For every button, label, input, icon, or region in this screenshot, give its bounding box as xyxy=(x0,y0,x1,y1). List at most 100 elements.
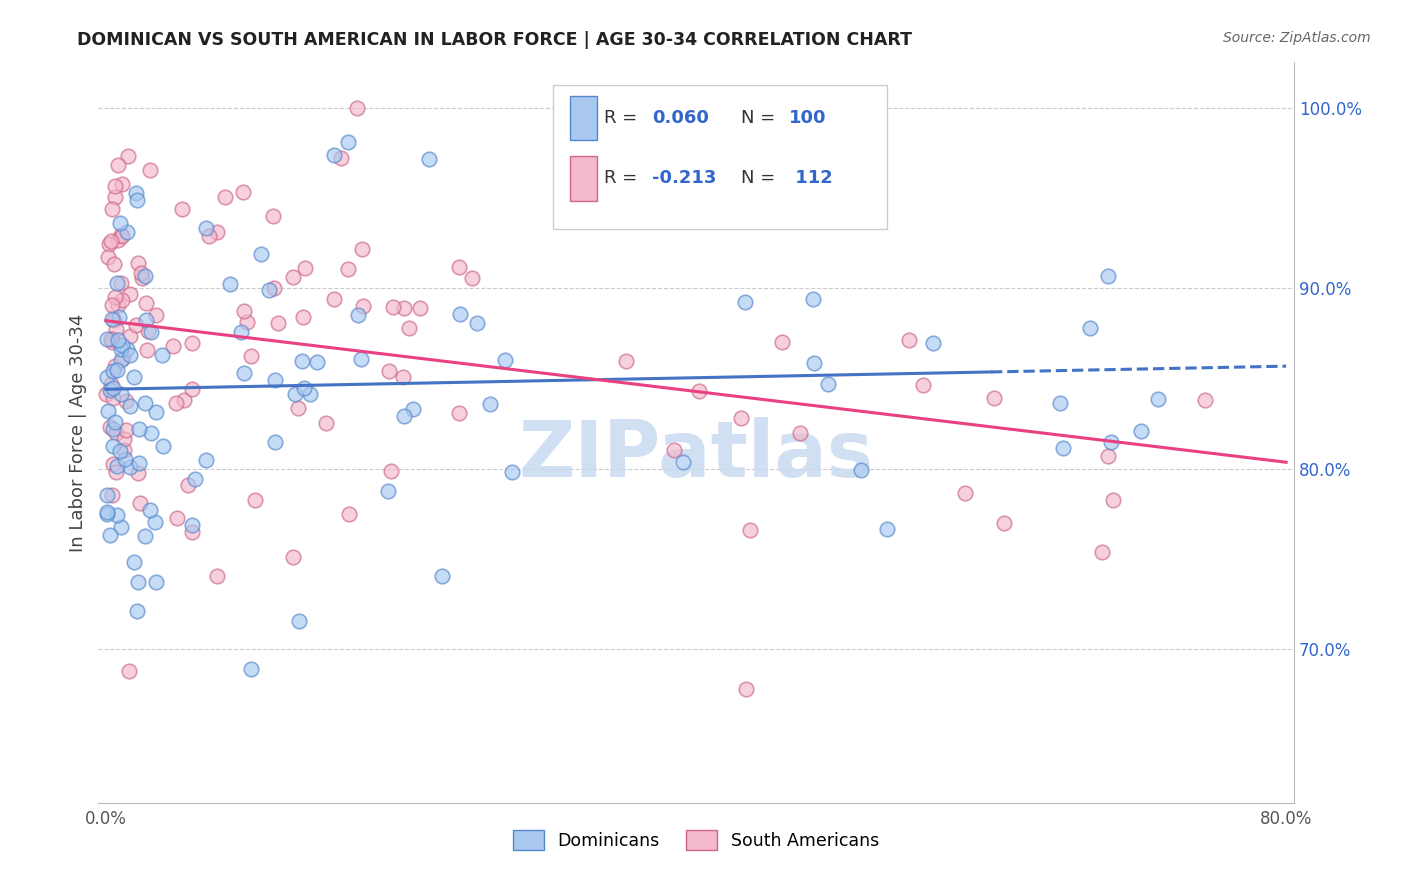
Point xyxy=(98,383,121,397)
Point xyxy=(139,163,162,178)
Point xyxy=(283,386,305,401)
Point xyxy=(145,574,167,589)
Point xyxy=(100,332,122,346)
Point xyxy=(110,228,132,243)
Point xyxy=(430,569,453,583)
Point xyxy=(103,312,125,326)
Point xyxy=(170,202,193,217)
Point xyxy=(479,397,502,411)
Point xyxy=(152,439,174,453)
Point xyxy=(128,496,150,510)
Point xyxy=(983,391,1005,405)
Point xyxy=(194,221,217,235)
Point xyxy=(128,422,150,436)
Point xyxy=(181,382,204,396)
Point xyxy=(111,178,134,192)
Point xyxy=(135,296,157,310)
Point xyxy=(377,364,399,378)
Point xyxy=(347,308,370,322)
Point xyxy=(98,528,121,542)
Y-axis label: In Labor Force | Age 30-34: In Labor Force | Age 30-34 xyxy=(69,313,87,552)
Point xyxy=(105,459,128,474)
Point xyxy=(1091,545,1114,559)
Point xyxy=(262,209,284,223)
Point xyxy=(329,151,352,165)
Point xyxy=(394,301,416,315)
Point xyxy=(1194,393,1216,408)
Point xyxy=(134,528,156,542)
Point xyxy=(288,614,311,628)
Point xyxy=(214,190,236,204)
Point xyxy=(409,301,432,316)
Point xyxy=(953,485,976,500)
Text: N =: N = xyxy=(741,109,782,128)
FancyBboxPatch shape xyxy=(571,156,596,201)
Point xyxy=(789,425,811,440)
Point xyxy=(614,354,637,368)
Point xyxy=(118,399,141,413)
Point xyxy=(115,423,138,437)
Point xyxy=(108,216,131,230)
Point xyxy=(118,328,141,343)
Point xyxy=(103,363,125,377)
Point xyxy=(110,342,132,356)
Point xyxy=(380,464,402,478)
Point xyxy=(100,234,122,248)
Point xyxy=(94,387,117,401)
Point xyxy=(664,443,686,458)
Point xyxy=(449,307,471,321)
Point xyxy=(734,295,756,310)
Point xyxy=(381,300,404,314)
Point xyxy=(287,401,309,416)
Point xyxy=(501,465,523,479)
Point xyxy=(103,257,125,271)
Point xyxy=(105,508,128,522)
Point xyxy=(229,326,252,340)
Point xyxy=(337,135,360,149)
FancyBboxPatch shape xyxy=(571,96,596,140)
Point xyxy=(250,247,273,261)
Point xyxy=(292,381,315,395)
Point xyxy=(1130,424,1153,438)
Point xyxy=(105,276,128,290)
Point xyxy=(104,178,127,193)
Point xyxy=(494,353,516,368)
Point xyxy=(294,261,316,276)
Point xyxy=(912,378,935,392)
Point xyxy=(97,250,120,264)
Point xyxy=(207,569,229,583)
Point xyxy=(111,338,134,352)
Point xyxy=(315,417,337,431)
Point xyxy=(402,401,425,416)
Point xyxy=(283,269,305,284)
Point xyxy=(323,147,346,161)
Legend: Dominicans, South Americans: Dominicans, South Americans xyxy=(506,823,886,857)
Point xyxy=(688,384,710,399)
Point xyxy=(352,299,374,313)
Point xyxy=(922,336,945,351)
Point xyxy=(1049,396,1071,410)
Point xyxy=(125,186,148,201)
Point xyxy=(104,290,127,304)
Point xyxy=(173,392,195,407)
Point xyxy=(127,605,149,619)
Point xyxy=(243,492,266,507)
Text: R =: R = xyxy=(605,109,643,128)
Point xyxy=(107,158,129,172)
Point xyxy=(264,373,287,387)
Point xyxy=(350,351,373,366)
Point xyxy=(803,356,825,370)
Point xyxy=(110,276,132,290)
Point xyxy=(283,550,305,565)
Text: R =: R = xyxy=(605,169,643,187)
Point xyxy=(107,298,129,312)
Point xyxy=(240,661,263,675)
Point xyxy=(120,286,142,301)
Point xyxy=(101,312,124,326)
Point xyxy=(98,419,121,434)
Point xyxy=(180,335,202,350)
Point xyxy=(96,332,118,346)
Point xyxy=(162,339,184,353)
Text: DOMINICAN VS SOUTH AMERICAN IN LABOR FORCE | AGE 30-34 CORRELATION CHART: DOMINICAN VS SOUTH AMERICAN IN LABOR FOR… xyxy=(77,31,912,49)
Point xyxy=(322,292,344,306)
